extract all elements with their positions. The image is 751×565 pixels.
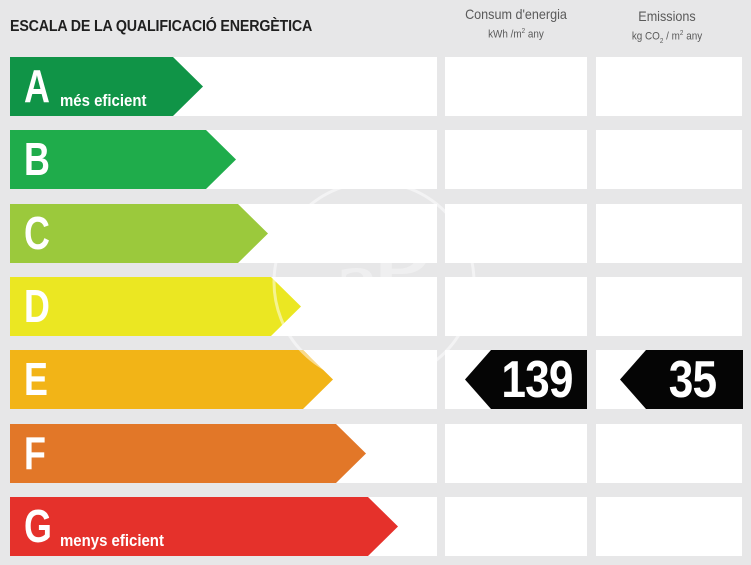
emissions-cell <box>596 130 742 189</box>
band-b: B <box>10 130 236 189</box>
band-c: C <box>10 204 268 263</box>
band-letter: A <box>24 60 50 112</box>
emissions-header: Emissions kg CO2 / m2 any <box>596 8 738 45</box>
consumption-cell <box>445 57 587 116</box>
band-caption: més eficient <box>60 91 147 110</box>
emissions-cell <box>596 57 742 116</box>
consumption-header: Consum d'energia kWh /m2 any <box>445 6 587 41</box>
band-letter: C <box>24 207 50 259</box>
consumption-cell <box>445 277 587 336</box>
emissions-unit: kg CO2 / m2 any <box>631 30 703 45</box>
band-d: D <box>10 277 301 336</box>
svg-text:a: a <box>332 222 381 344</box>
band-letter: D <box>24 280 50 332</box>
band-caption: menys eficient <box>60 531 164 550</box>
band-e: E <box>10 350 333 409</box>
band-letter: E <box>24 353 48 405</box>
consumption-label: Consum d'energia <box>465 6 567 22</box>
consumption-cell <box>445 497 587 556</box>
emissions-marker: 35 <box>620 350 743 409</box>
consumption-unit: kWh /m2 any <box>488 28 544 41</box>
page-title: ESCALA DE LA QUALIFICACIÓ ENERGÈTICA <box>10 18 313 35</box>
emissions-label: Emissions <box>638 8 696 24</box>
band-f: F <box>10 424 366 483</box>
consumption-marker: 139 <box>465 350 587 409</box>
emissions-cell <box>596 424 742 483</box>
emissions-cell <box>596 204 742 263</box>
band-letter: G <box>24 500 52 552</box>
watermark-logo: a P <box>272 180 476 384</box>
band-letter: F <box>24 427 46 479</box>
emissions-cell <box>596 277 742 336</box>
consumption-cell <box>445 424 587 483</box>
band-letter: B <box>24 133 50 185</box>
rating-value: 35 <box>668 350 717 409</box>
svg-text:P: P <box>367 198 434 331</box>
consumption-cell <box>445 130 587 189</box>
rating-value: 139 <box>501 350 573 409</box>
emissions-cell <box>596 497 742 556</box>
